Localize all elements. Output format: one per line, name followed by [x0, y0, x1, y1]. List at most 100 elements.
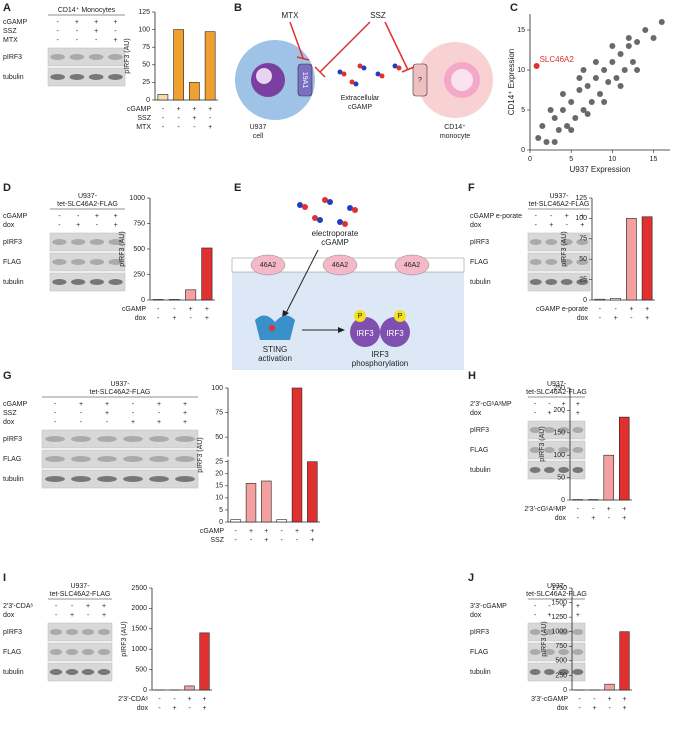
panel-letter: I — [3, 572, 6, 584]
condition-sign: + — [177, 106, 181, 113]
blot-sign: + — [113, 19, 117, 26]
point — [601, 99, 607, 105]
condition-sign: + — [172, 705, 176, 712]
blot-band — [50, 669, 62, 675]
blot-sign: + — [75, 19, 79, 26]
sting-ligand — [269, 325, 275, 331]
blot-band — [45, 436, 65, 442]
blot-band — [572, 649, 583, 655]
condition-sign: - — [578, 705, 581, 712]
blot-condition-label: dox — [470, 222, 482, 229]
condition-sign: + — [205, 315, 209, 322]
blot-band — [175, 456, 195, 462]
bar — [246, 483, 256, 522]
condition-sign: + — [310, 537, 314, 544]
point — [618, 51, 624, 57]
condition-sign: + — [607, 696, 611, 703]
y-tick-label: 500 — [133, 246, 145, 253]
nucleus-highlight — [256, 68, 272, 84]
bar — [189, 82, 199, 100]
point — [622, 67, 628, 73]
blot-band-label: pIRF3 — [3, 54, 22, 61]
blot-sign: - — [55, 612, 58, 619]
condition-sign: + — [264, 537, 268, 544]
blot-condition-label: dox — [3, 612, 15, 619]
blot-condition-label: dox — [3, 222, 15, 229]
condition-sign: - — [162, 124, 165, 131]
condition-sign: - — [189, 315, 192, 322]
blot-sign: + — [95, 213, 99, 220]
y-tick-label: 100 — [575, 215, 587, 222]
condition-sign: - — [234, 528, 237, 535]
condition-sign: - — [280, 537, 283, 544]
condition-label: cGAMP e-porate — [536, 306, 588, 313]
blot-sign: - — [534, 410, 537, 417]
cgamp-dots — [338, 64, 402, 87]
blot-sign: - — [80, 419, 83, 426]
point — [543, 139, 549, 145]
blot-sign: + — [105, 410, 109, 417]
blot-band — [82, 669, 94, 675]
blot-band — [123, 436, 143, 442]
blot-sign: - — [132, 410, 135, 417]
condition-sign: + — [189, 306, 193, 313]
point — [634, 39, 640, 45]
blot-band — [97, 436, 117, 442]
blot-band-label: tubulin — [470, 467, 491, 474]
point — [593, 59, 599, 65]
blot-sign: - — [56, 19, 59, 26]
bar — [619, 417, 629, 500]
condition-sign: - — [209, 115, 212, 122]
condition-label: cGAMP — [122, 306, 146, 313]
y-tick-label: 75 — [215, 409, 223, 416]
bar — [174, 30, 184, 100]
blot-band — [50, 74, 65, 80]
irf3-label: IRF3 — [356, 329, 374, 338]
condition-sign: + — [614, 315, 618, 322]
point — [630, 59, 636, 65]
blot-band — [572, 669, 583, 675]
blot-band — [97, 476, 117, 482]
y-tick-label: 1500 — [131, 626, 147, 633]
condition-sign: + — [202, 705, 206, 712]
bar — [158, 94, 168, 100]
y-tick-label: 20 — [215, 471, 223, 478]
condition-sign: + — [629, 306, 633, 313]
blot-band — [572, 427, 583, 433]
blot-band — [66, 629, 78, 635]
blot-band — [530, 669, 541, 675]
condition-sign: - — [250, 537, 253, 544]
blot-band-label: tubulin — [3, 74, 24, 81]
blot-condition-label: 2′3′-cGˢAˢMP — [470, 401, 512, 408]
blot-sign: - — [56, 28, 59, 35]
bar — [205, 32, 215, 100]
point — [585, 111, 591, 117]
phospho-label: P — [358, 313, 363, 320]
blot-sign: + — [86, 603, 90, 610]
point — [568, 99, 574, 105]
blot-condition-label: SSZ — [3, 28, 17, 35]
point — [605, 79, 611, 85]
point — [560, 91, 566, 97]
condition-sign: + — [249, 528, 253, 535]
bar — [595, 299, 605, 300]
y-axis-label: pIRF3 (AU) — [561, 231, 568, 266]
y-axis-label: CD14⁺ Expression — [507, 49, 516, 115]
blot-band — [175, 436, 195, 442]
blot-band-label: pIRF3 — [470, 427, 489, 434]
y-tick-label: 0 — [583, 297, 587, 304]
blot-title: tet-SLC46A2-FLAG — [50, 591, 111, 598]
blot-sign: + — [549, 222, 553, 229]
blot-sign: - — [535, 222, 538, 229]
blot-band — [52, 279, 66, 285]
blot-strip — [42, 470, 198, 488]
condition-sign: + — [208, 106, 212, 113]
point — [589, 99, 595, 105]
blot-band — [50, 629, 62, 635]
y-tick-label: 100 — [138, 26, 150, 33]
condition-sign: + — [622, 705, 626, 712]
blot-sign: - — [114, 28, 117, 35]
y-tick-label: 5 — [521, 107, 525, 114]
y-tick-label: 25 — [215, 459, 223, 466]
y-tick-label: 1000 — [129, 195, 145, 202]
